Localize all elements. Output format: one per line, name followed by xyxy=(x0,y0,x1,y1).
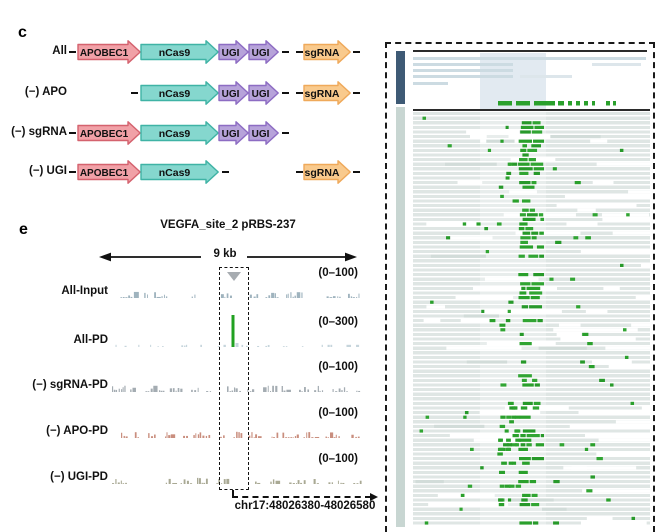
construct-dash xyxy=(296,171,303,174)
svg-text:APOBEC1: APOBEC1 xyxy=(80,48,129,59)
igv-alignment-sidebar xyxy=(396,107,405,527)
coverage-read xyxy=(592,63,641,66)
svg-text:nCas9: nCas9 xyxy=(159,167,191,179)
svg-text:sgRNA: sgRNA xyxy=(304,88,339,100)
svg-text:nCas9: nCas9 xyxy=(159,47,191,59)
gene-arrow-sgrna: sgRNA xyxy=(303,81,351,105)
coverage-read xyxy=(413,82,448,85)
svg-text:UGI: UGI xyxy=(252,129,270,140)
gene-arrow-ugi: UGI xyxy=(248,121,279,145)
construct-dash xyxy=(222,171,229,174)
gene-arrow-apobec1: APOBEC1 xyxy=(77,40,141,64)
construct-dash xyxy=(353,51,360,54)
track-signal xyxy=(112,385,361,392)
target-site-marker-icon xyxy=(227,272,241,281)
region-of-interest-box xyxy=(219,267,249,490)
construct-name: All xyxy=(52,45,67,57)
svg-text:nCas9: nCas9 xyxy=(159,128,191,140)
track-range: (0–100) xyxy=(318,453,358,465)
svg-text:nCas9: nCas9 xyxy=(159,88,191,100)
gene-arrow-ugi: UGI xyxy=(218,40,249,64)
svg-text:APOBEC1: APOBEC1 xyxy=(80,129,129,140)
track-name: (−) APO-PD xyxy=(46,425,108,437)
construct-dash xyxy=(296,92,303,95)
coverage-read xyxy=(413,75,513,78)
svg-text:sgRNA: sgRNA xyxy=(304,167,339,179)
gene-arrow-ncas9: nCas9 xyxy=(140,121,219,145)
zoom-connector-arrowhead-icon xyxy=(370,492,378,501)
track-name: (−) sgRNA-PD xyxy=(32,379,108,391)
construct-dash xyxy=(131,92,138,95)
construct-dash xyxy=(282,51,289,54)
gene-arrow-sgrna: sgRNA xyxy=(303,160,351,184)
gene-arrow-ugi: UGI xyxy=(218,81,249,105)
svg-text:UGI: UGI xyxy=(222,48,240,59)
svg-text:UGI: UGI xyxy=(252,48,270,59)
region-coordinates: chr17:48026380-48026580 xyxy=(234,500,376,512)
track-signal xyxy=(121,431,360,438)
svg-text:UGI: UGI xyxy=(222,89,240,100)
track-range: (0–300) xyxy=(318,316,358,328)
coverage-read xyxy=(413,69,513,72)
svg-text:UGI: UGI xyxy=(252,89,270,100)
zoom-connector-line xyxy=(232,496,371,498)
construct-name: (−) sgRNA xyxy=(11,126,67,138)
construct-dash xyxy=(69,171,76,174)
igv-coverage-reads xyxy=(387,44,653,532)
gene-arrow-ncas9: nCas9 xyxy=(140,40,219,64)
igv-coverage-sidebar xyxy=(396,51,405,104)
track-signal xyxy=(120,291,360,298)
coverage-read xyxy=(413,57,646,60)
gene-arrow-ugi: UGI xyxy=(248,81,279,105)
coverage-read xyxy=(520,75,572,78)
coverage-read xyxy=(413,63,513,66)
scale-length-label: 9 kb xyxy=(203,248,247,260)
construct-dash xyxy=(353,171,360,174)
construct-name: (−) APO xyxy=(24,86,67,98)
svg-text:sgRNA: sgRNA xyxy=(304,47,339,59)
track-name: All-Input xyxy=(61,285,108,297)
construct-dash xyxy=(296,51,303,54)
locus-title: VEGFA_site_2 pRBS-237 xyxy=(160,219,296,231)
panel-c-label: c xyxy=(18,24,27,41)
arrow-right-icon xyxy=(345,252,357,262)
track-signal xyxy=(112,477,362,484)
track-name: All-PD xyxy=(73,334,109,346)
track-range: (0–100) xyxy=(318,407,358,419)
igv-edit-marks xyxy=(415,116,650,525)
igv-alignment-panel xyxy=(385,42,655,532)
gene-arrow-ncas9: nCas9 xyxy=(140,160,219,184)
panel-e-label: e xyxy=(19,221,28,238)
gene-arrow-ncas9: nCas9 xyxy=(140,81,219,105)
track-signal xyxy=(115,315,360,347)
construct-dash xyxy=(69,51,76,54)
track-range: (0–100) xyxy=(318,361,358,373)
gene-arrow-ugi: UGI xyxy=(218,121,249,145)
igv-track-separator-bottom xyxy=(413,109,650,111)
construct-name: (−) UGI xyxy=(28,165,67,177)
svg-text:UGI: UGI xyxy=(222,129,240,140)
gene-arrow-apobec1: APOBEC1 xyxy=(77,121,141,145)
scale-double-arrow xyxy=(99,252,357,262)
construct-dash xyxy=(282,92,289,95)
gene-arrow-sgrna: sgRNA xyxy=(303,40,351,64)
igv-region-highlight xyxy=(480,53,546,110)
gene-arrow-ugi: UGI xyxy=(248,40,279,64)
construct-dash xyxy=(69,132,76,135)
construct-dash xyxy=(353,92,360,95)
svg-text:APOBEC1: APOBEC1 xyxy=(80,168,129,179)
zoom-connector-vertical xyxy=(232,490,234,498)
igv-variant-tick-row xyxy=(498,101,616,106)
track-name: (−) UGI-PD xyxy=(50,471,108,483)
igv-track-separator-top xyxy=(413,50,647,52)
arrow-left-icon xyxy=(99,252,111,262)
gene-arrow-apobec1: APOBEC1 xyxy=(77,160,141,184)
construct-dash xyxy=(282,132,289,135)
track-range: (0–100) xyxy=(318,267,358,279)
